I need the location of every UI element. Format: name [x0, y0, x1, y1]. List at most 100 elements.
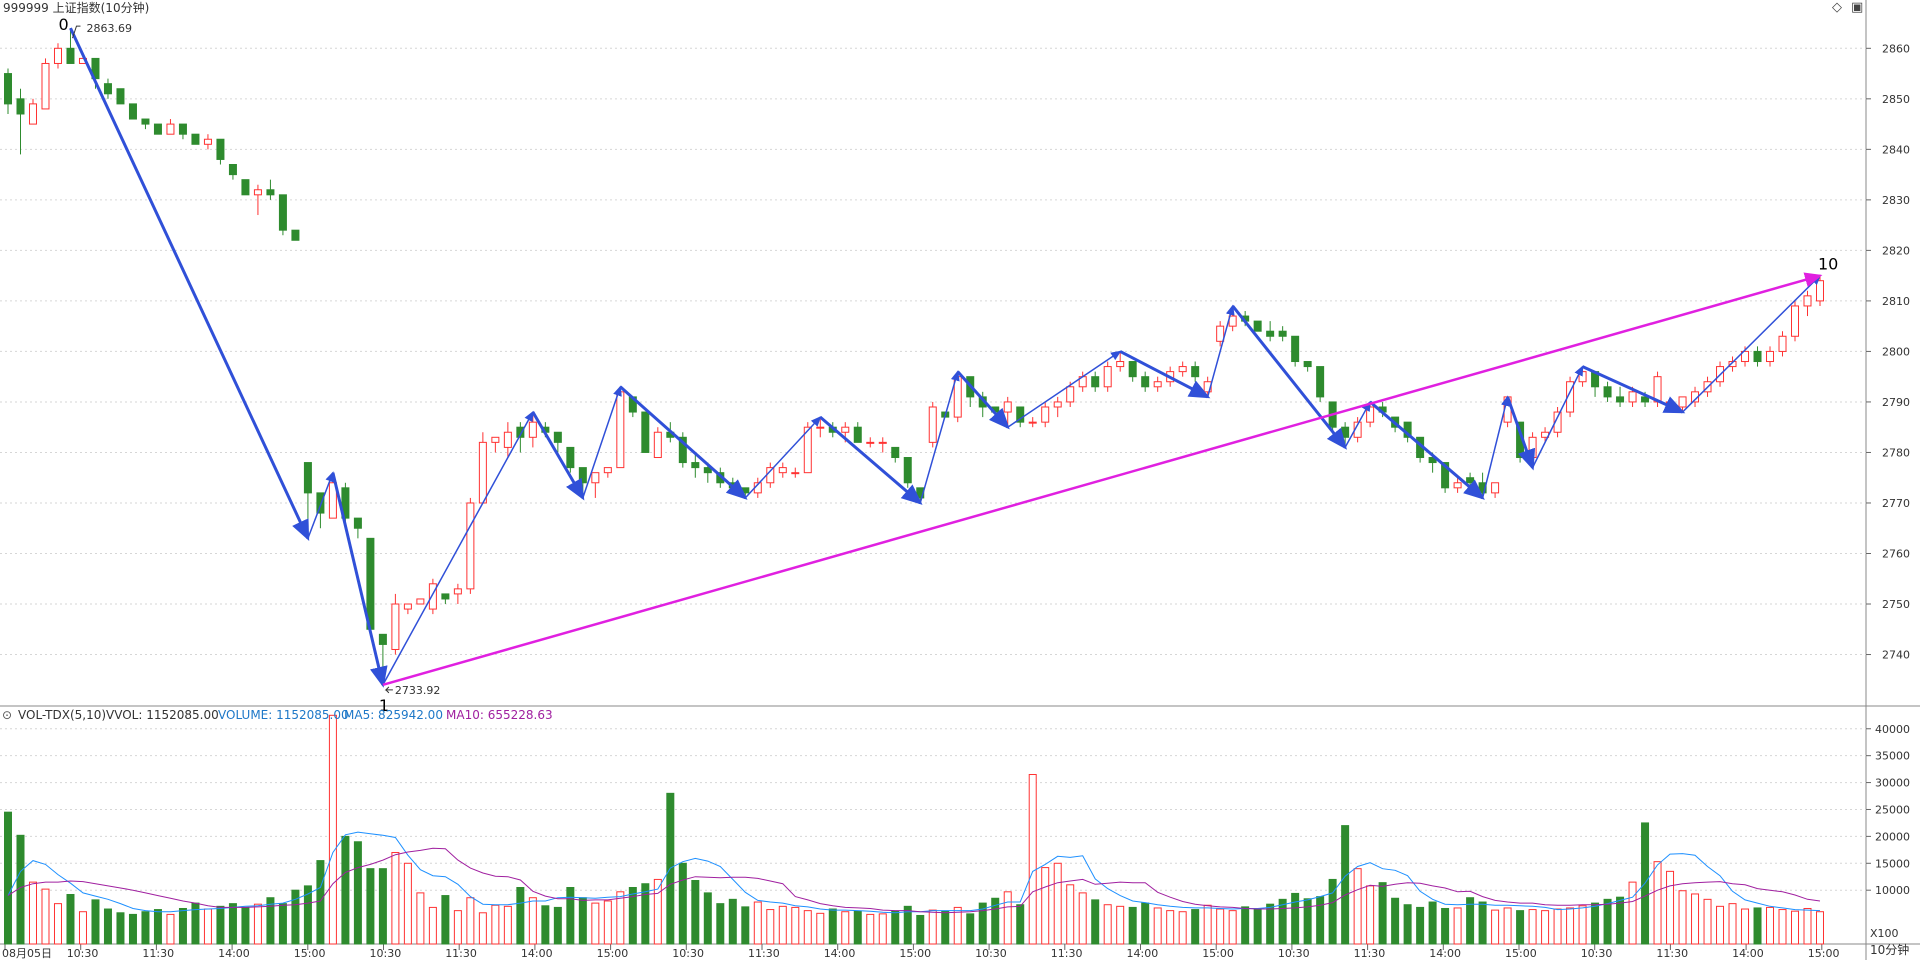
- time-tick-label: 10:30: [67, 947, 99, 960]
- time-tick-label: 08月05日: [2, 947, 52, 960]
- ma10-line: [7, 847, 1821, 914]
- volume-bar: [353, 841, 362, 945]
- candle-body: [303, 462, 312, 494]
- volume-bar: [141, 911, 150, 945]
- volume-bar: [1666, 870, 1675, 945]
- wave-segment: [531, 411, 585, 501]
- volume-bar: [1616, 896, 1625, 945]
- period-label[interactable]: 10分钟: [1870, 943, 1910, 957]
- candle-body: [428, 583, 437, 610]
- volume-bar: [903, 905, 912, 945]
- volume-bar: [53, 903, 62, 945]
- volume-bar: [1203, 904, 1212, 945]
- candle-body: [1628, 391, 1637, 403]
- candle-body: [441, 593, 450, 600]
- volume-bar: [216, 905, 225, 945]
- time-tick-label: 15:00: [294, 947, 326, 960]
- diamond-icon[interactable]: ◇: [1832, 0, 1842, 15]
- chart-title: 999999 上证指数(10分钟): [3, 1, 150, 15]
- candle-body: [466, 502, 475, 590]
- volume-bar: [503, 905, 512, 945]
- volume-bar: [916, 914, 925, 945]
- low-marker: [384, 686, 393, 694]
- wave-segment: [1369, 400, 1485, 500]
- volume-bar: [1653, 861, 1662, 945]
- candle-body: [1341, 426, 1350, 438]
- price-tick-label: 2770: [1882, 497, 1910, 510]
- candle-body: [1741, 350, 1750, 363]
- wave-segment: [69, 27, 310, 542]
- volume-bar: [553, 906, 562, 945]
- candle-body: [253, 189, 262, 196]
- volume-bar: [1141, 902, 1150, 945]
- time-tick-label: 11:30: [1354, 947, 1386, 960]
- candle-body: [616, 391, 625, 469]
- volume-bar: [716, 903, 725, 945]
- volume-bar: [1003, 891, 1012, 945]
- volume-bar: [1291, 892, 1300, 945]
- candle-body: [316, 492, 325, 514]
- candle-body: [1316, 366, 1325, 398]
- volume-bar: [91, 899, 100, 945]
- volume-bar: [478, 912, 487, 945]
- time-tick-label: 14:00: [1429, 947, 1461, 960]
- window-icon[interactable]: ▣: [1851, 0, 1864, 15]
- candle-body: [903, 457, 912, 484]
- ma5-line: [7, 831, 1821, 914]
- volume-bar: [1803, 907, 1812, 945]
- volume-indicator-name[interactable]: VOL-TDX(5,10): [18, 708, 107, 722]
- wave-segment: [1007, 350, 1122, 428]
- candle-body: [853, 426, 862, 443]
- volume-bar: [616, 891, 625, 945]
- wave-segment: [1206, 304, 1235, 398]
- volume-bar: [1091, 899, 1100, 945]
- wave-segment: [1682, 274, 1822, 413]
- volume-bar: [166, 913, 175, 945]
- volume-bar: [378, 868, 387, 945]
- time-tick-label: 15:00: [1808, 947, 1840, 960]
- volume-bar: [778, 905, 787, 945]
- candle-body: [1116, 361, 1125, 368]
- time-tick-label: 11:30: [1051, 947, 1083, 960]
- candle-body: [1616, 396, 1625, 403]
- low-value-label: 2733.92: [395, 684, 441, 697]
- candle-body: [491, 436, 500, 443]
- candle-body: [291, 229, 300, 241]
- volume-tick-label: 10000: [1875, 884, 1910, 897]
- volume-bar: [841, 911, 850, 945]
- volume-bar: [991, 897, 1000, 945]
- volume-tick-label: 25000: [1875, 803, 1910, 816]
- time-tick-label: 14:00: [1732, 947, 1764, 960]
- volume-bar: [728, 898, 737, 945]
- time-tick-label: 11:30: [1656, 947, 1688, 960]
- candle-body: [128, 103, 137, 120]
- volume-bar: [228, 903, 237, 945]
- candle-body: [403, 603, 412, 610]
- volume-bar: [1328, 878, 1337, 945]
- price-tick-label: 2840: [1882, 143, 1910, 156]
- volume-bar: [116, 912, 125, 945]
- volume-bar: [466, 897, 475, 945]
- volume-bar: [1066, 884, 1075, 945]
- candle-body: [1278, 330, 1287, 337]
- volume-bar: [266, 897, 275, 945]
- volume-bar: [428, 906, 437, 945]
- collapse-icon[interactable]: ⊙: [2, 708, 13, 722]
- candle-body: [1216, 325, 1225, 342]
- candle-body: [1303, 361, 1312, 368]
- candle-body: [1528, 436, 1537, 459]
- candle-body: [578, 467, 587, 484]
- candle-body: [1103, 366, 1112, 388]
- volume-bar: [766, 909, 775, 945]
- candle-body: [1603, 386, 1612, 398]
- volume-bar: [541, 905, 550, 945]
- volume-bar: [341, 835, 350, 945]
- time-tick-label: 10:30: [1581, 947, 1613, 960]
- volume-bar: [1503, 907, 1512, 945]
- time-tick-label: 15:00: [1202, 947, 1234, 960]
- candle-body: [1453, 482, 1462, 489]
- wave-segment: [382, 410, 534, 686]
- volume-bar: [1266, 903, 1275, 945]
- volume-bar: [1703, 898, 1712, 945]
